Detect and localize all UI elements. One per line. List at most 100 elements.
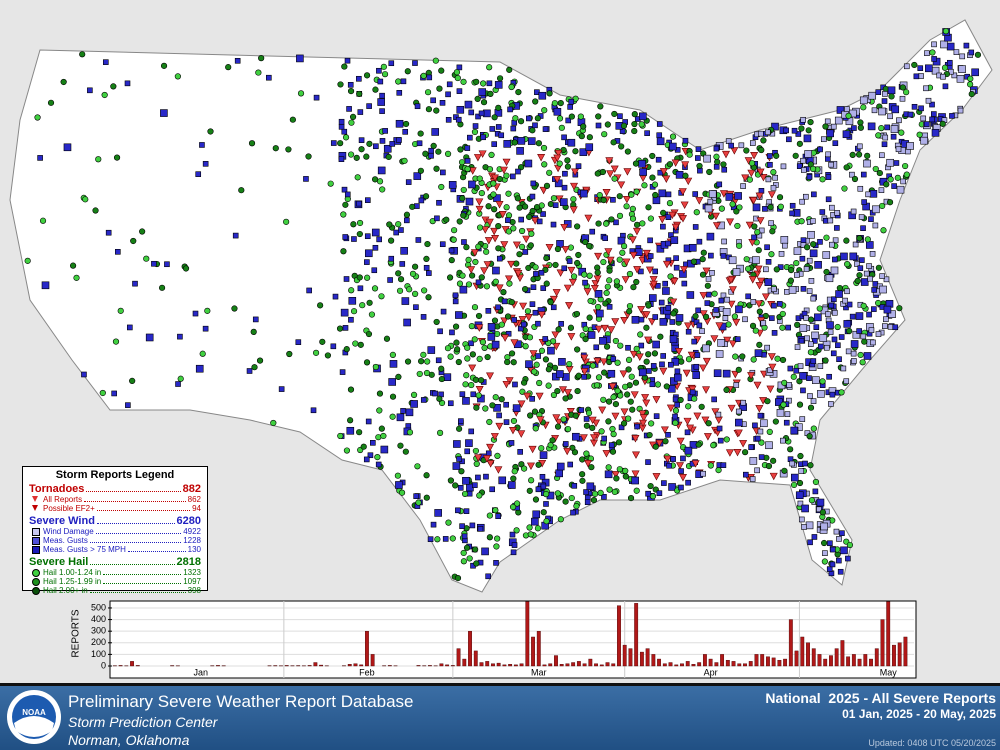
hail-marker [572, 148, 579, 155]
hail-marker [438, 375, 445, 383]
wind-marker [662, 280, 668, 287]
wind-marker [887, 86, 896, 95]
hail-marker [616, 256, 623, 263]
wind-marker [572, 432, 580, 441]
wind-marker [829, 204, 835, 211]
wind-marker [858, 214, 865, 220]
hail-marker [903, 171, 910, 178]
wind-marker [702, 344, 710, 353]
wind-marker [808, 278, 815, 284]
hail-marker [624, 148, 631, 155]
hail-marker [643, 324, 650, 331]
hail-marker [433, 107, 440, 114]
wind-marker [817, 363, 824, 369]
hail-marker [649, 493, 657, 500]
bar [823, 658, 828, 667]
hail-marker [297, 90, 305, 97]
hail-marker [823, 268, 830, 276]
wind-marker [674, 368, 681, 375]
wind-marker [37, 155, 43, 161]
wind-marker [638, 342, 645, 349]
wind-marker [674, 373, 682, 382]
wind-marker [420, 314, 427, 320]
legend-title: Storm Reports Legend [55, 469, 175, 481]
wind-marker [540, 483, 547, 490]
hail-marker [395, 78, 402, 85]
hail-marker [495, 223, 502, 230]
hail-marker [473, 560, 480, 567]
wind-marker [403, 318, 411, 327]
wind-marker [634, 423, 640, 430]
hail-marker [376, 390, 384, 397]
legend-item: Hail 1.25-1.99 in 1097 [29, 577, 201, 586]
hail-marker [589, 424, 596, 431]
hail-marker [73, 274, 80, 281]
wind-marker [503, 401, 509, 408]
tornado-marker [490, 174, 499, 182]
hail-marker [381, 71, 389, 78]
bar [513, 664, 518, 667]
tornado-marker [617, 181, 626, 189]
hail-marker [750, 356, 757, 363]
wind-marker [389, 141, 396, 147]
tornado-marker [536, 416, 545, 424]
hail-marker [352, 340, 359, 347]
tornado-marker [500, 241, 509, 249]
hail-marker [746, 176, 753, 183]
hail-marker [433, 318, 440, 326]
hail-marker [496, 175, 503, 183]
hail-marker [542, 356, 550, 363]
wind-marker [63, 143, 72, 152]
hail-marker [511, 139, 518, 146]
hail-marker [568, 113, 575, 120]
hail-marker [765, 462, 773, 470]
wind-marker [766, 153, 773, 159]
hail-marker [464, 344, 471, 351]
bar [806, 642, 810, 667]
hail-marker [611, 110, 618, 118]
hail-marker [490, 191, 497, 198]
wind-marker [510, 549, 517, 556]
hail-marker [916, 131, 923, 138]
hail-marker [793, 259, 800, 267]
wind-marker [475, 474, 481, 481]
bar [588, 658, 593, 667]
legend-symbol [32, 578, 40, 586]
wind-marker [828, 302, 835, 309]
tornado-marker [594, 252, 603, 261]
wind-marker [578, 407, 585, 413]
hail-marker [486, 166, 494, 173]
tornado-marker [606, 256, 615, 265]
wind-marker [532, 122, 538, 129]
hail-marker [597, 489, 604, 496]
wind-marker [713, 307, 719, 313]
bar [313, 662, 318, 667]
wind-marker [364, 233, 371, 240]
wind-marker [771, 286, 777, 293]
wind-marker [913, 73, 920, 80]
wind-marker [924, 50, 930, 57]
wind-marker [920, 115, 927, 122]
hail-marker [861, 338, 868, 345]
tornado-marker [688, 385, 697, 394]
wind-marker [567, 104, 573, 110]
leader [103, 568, 182, 575]
hail-marker [356, 429, 363, 436]
wind-marker [522, 249, 529, 255]
wind-marker [860, 333, 867, 340]
hail-marker [609, 425, 616, 433]
footer-place: Norman, Oklahoma [68, 732, 190, 748]
hail-marker [446, 274, 454, 281]
hail-marker [454, 346, 461, 353]
hail-marker [807, 404, 815, 411]
bar [886, 601, 891, 667]
wind-marker [418, 197, 425, 204]
wind-marker [561, 134, 567, 141]
wind-marker [665, 240, 671, 247]
wind-marker [493, 560, 499, 566]
bar [829, 655, 833, 667]
legend-item: Hail 1.00-1.24 in 1323 [29, 568, 201, 577]
wind-marker [647, 237, 653, 244]
wind-marker [891, 183, 897, 189]
wind-marker [807, 393, 813, 399]
